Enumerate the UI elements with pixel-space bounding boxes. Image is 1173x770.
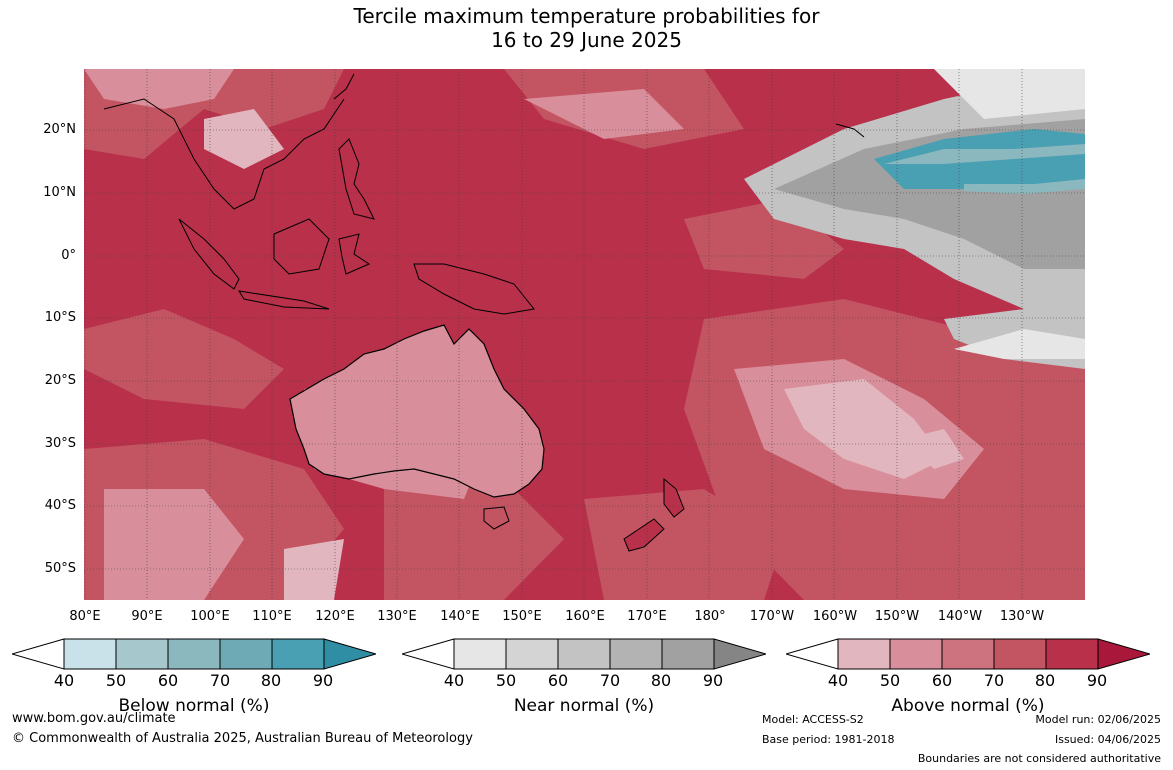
lon-label-120e: 120°E (315, 609, 355, 624)
footer-issued: Issued: 04/06/2025 (1054, 733, 1161, 746)
lat-label-10n: 10°N (43, 185, 76, 200)
lon-label-160e: 160°E (565, 609, 605, 624)
sulawesi-outline (338, 233, 371, 275)
lat-label-40s: 40°S (44, 498, 76, 513)
sumatra-outline (178, 218, 240, 290)
lat-label-10s: 10°S (44, 310, 76, 325)
near-tick-70: 70 (599, 671, 621, 690)
near-colorbar-segment-4 (609, 638, 663, 670)
above-normal-colorbar (786, 638, 1150, 670)
near-colorbar-segment-1 (453, 638, 507, 670)
above-colorbar-segment-3 (941, 638, 995, 670)
title-line-1: Tercile maximum temperature probabilitie… (353, 4, 820, 28)
above-tick-70: 70 (983, 671, 1005, 690)
lon-label-170w: 170°W (749, 609, 795, 624)
lat-label-20n: 20°N (43, 122, 76, 137)
probability-map (84, 69, 1085, 600)
near-tick-90: 90 (702, 671, 724, 690)
above-colorbar-segment-1 (837, 638, 891, 670)
near-colorbar-segment-5 (661, 638, 715, 670)
near-colorbar-segment-3 (557, 638, 611, 670)
lat-label-0: 0° (61, 248, 76, 263)
near-tick-60: 60 (547, 671, 569, 690)
below-tick-60: 60 (157, 671, 179, 690)
near-tick-80: 80 (650, 671, 672, 690)
lon-label-140e: 140°E (440, 609, 480, 624)
lon-label-130w: 130°W (999, 609, 1045, 624)
below-tick-90: 90 (312, 671, 334, 690)
above-tick-80: 80 (1034, 671, 1056, 690)
below-normal-colorbar (12, 638, 376, 670)
gridlines (84, 69, 1085, 600)
lon-label-150e: 150°E (502, 609, 542, 624)
near-colorbar-min-arrow (402, 638, 455, 670)
footer-copyright: © Commonwealth of Australia 2025, Austra… (12, 731, 473, 746)
lon-label-170e: 170°E (627, 609, 667, 624)
above-tick-40: 40 (827, 671, 849, 690)
lon-label-80e: 80°E (69, 609, 101, 624)
above-colorbar-max-arrow (1097, 638, 1150, 670)
footer-disclaimer: Boundaries are not considered authoritat… (917, 752, 1161, 765)
below-colorbar-segment-4 (219, 638, 273, 670)
java-outline (237, 290, 330, 310)
below-normal-light (884, 144, 1085, 194)
asia-coastline (103, 98, 345, 210)
footer-model-run: Model run: 02/06/2025 (1035, 713, 1161, 726)
near-tick-50: 50 (495, 671, 517, 690)
lat-label-20s: 20°S (44, 373, 76, 388)
lon-label-100e: 100°E (190, 609, 230, 624)
lat-label-30s: 30°S (44, 436, 76, 451)
lon-label-130e: 130°E (377, 609, 417, 624)
near-normal-colorbar (402, 638, 766, 670)
near-normal-light (934, 69, 1085, 359)
below-colorbar-segment-3 (167, 638, 221, 670)
lon-label-150w: 150°W (874, 609, 920, 624)
footer-url[interactable]: www.bom.gov.au/climate (12, 711, 176, 726)
footer-model: Model: ACCESS-S2 (762, 713, 864, 726)
philippines-outline (338, 138, 375, 220)
tasmania-outline (483, 506, 510, 530)
japan-taiwan-outline (333, 73, 865, 138)
footer-base-period: Base period: 1981-2018 (762, 733, 895, 746)
above-colorbar-segment-2 (889, 638, 943, 670)
below-tick-70: 70 (209, 671, 231, 690)
lon-label-140w: 140°W (937, 609, 983, 624)
near-colorbar-max-arrow (713, 638, 766, 670)
below-tick-40: 40 (53, 671, 75, 690)
australia-outline (289, 324, 545, 498)
new-zealand-outline (623, 477, 685, 552)
above-tick-90: 90 (1086, 671, 1108, 690)
near-tick-40: 40 (443, 671, 465, 690)
below-tick-50: 50 (105, 671, 127, 690)
lon-label-110e: 110°E (252, 609, 292, 624)
below-colorbar-segment-1 (63, 638, 117, 670)
above-colorbar-min-arrow (786, 638, 839, 670)
below-colorbar-min-arrow (12, 638, 65, 670)
below-colorbar-segment-2 (115, 638, 169, 670)
below-colorbar-max-arrow (323, 638, 376, 670)
above-normal-label: Above normal (%) (891, 696, 1045, 716)
above-tick-60: 60 (931, 671, 953, 690)
new-guinea-outline (413, 263, 535, 315)
map-title: Tercile maximum temperature probabilitie… (0, 4, 1173, 52)
above-colorbar-segment-4 (993, 638, 1047, 670)
above-tick-50: 50 (879, 671, 901, 690)
lon-label-160w: 160°W (812, 609, 858, 624)
below-colorbar-segment-5 (271, 638, 325, 670)
near-colorbar-segment-2 (505, 638, 559, 670)
borneo-outline (273, 218, 330, 275)
lon-label-180: 180° (694, 609, 726, 624)
lon-label-90e: 90°E (131, 609, 163, 624)
title-line-2: 16 to 29 June 2025 (491, 28, 682, 52)
lat-label-50s: 50°S (44, 561, 76, 576)
above-colorbar-segment-5 (1045, 638, 1099, 670)
near-normal-label: Near normal (%) (513, 696, 655, 716)
below-tick-80: 80 (260, 671, 282, 690)
below-normal-label: Below normal (%) (118, 696, 270, 716)
